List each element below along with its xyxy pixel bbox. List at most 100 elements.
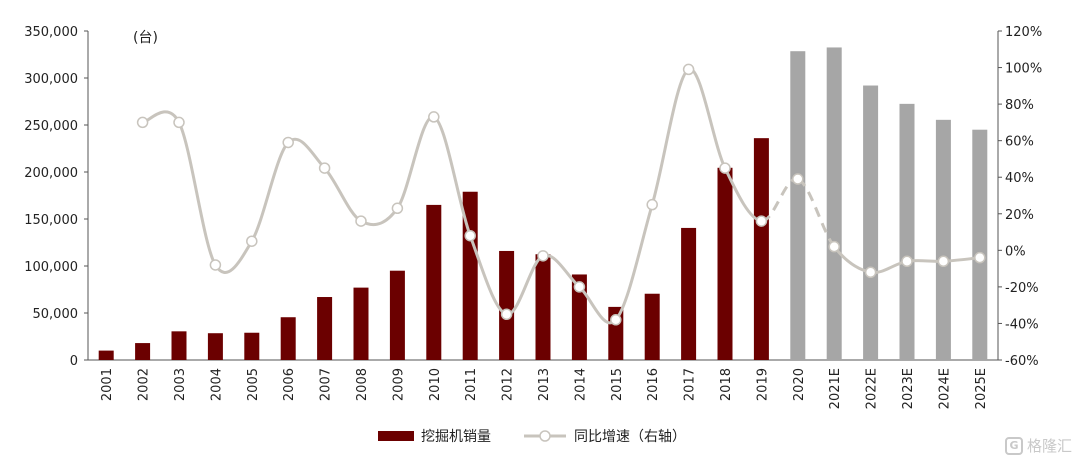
x-tick-label: 2018	[719, 368, 734, 401]
bar	[535, 254, 551, 360]
left-tick-label: 150,000	[24, 213, 78, 228]
line-point	[318, 162, 331, 174]
line-point	[500, 308, 513, 321]
x-tick-label: 2009	[391, 368, 406, 401]
x-tick-label: 2014	[573, 368, 588, 401]
line-segment	[214, 240, 254, 274]
bar	[426, 204, 442, 360]
legend: 挖掘机销量 同比增速（右轴）	[378, 429, 686, 445]
watermark: G 格隆汇	[1004, 435, 1072, 456]
line-segment	[432, 115, 472, 237]
line-point	[937, 255, 950, 268]
x-tick-label: 2021E	[828, 368, 843, 409]
line-point	[282, 136, 294, 149]
bar	[935, 119, 951, 360]
x-tick-label: 2004	[209, 368, 224, 401]
axis-labels: 0 50,000 100,000 150,000 200,000 250,000 300,0…	[24, 25, 1042, 409]
line-point	[901, 255, 913, 268]
bar	[317, 297, 333, 360]
legend-label-bar: 挖掘机销量	[421, 429, 491, 445]
x-tick-label: 2023E	[901, 368, 916, 409]
bar	[135, 343, 151, 360]
left-tick-label: 300,000	[24, 72, 78, 87]
line-point	[537, 250, 549, 262]
line-segment	[250, 141, 290, 242]
legend-label-line: 同比增速（右轴）	[574, 429, 686, 445]
x-tick-label: 2008	[355, 368, 370, 401]
line-point	[864, 266, 877, 279]
bar	[972, 129, 988, 360]
left-tick-label: 250,000	[24, 119, 78, 134]
right-tick-label: -20%	[1005, 281, 1039, 296]
right-tick-label: -40%	[1005, 317, 1039, 332]
line-point	[464, 229, 476, 242]
x-tick-label: 2025E	[974, 368, 989, 409]
right-tick-label: -60%	[1005, 354, 1039, 369]
bar	[644, 293, 660, 360]
line-point	[719, 162, 731, 174]
line-point	[428, 111, 440, 123]
bar	[899, 103, 915, 360]
x-tick-label: 2003	[173, 368, 188, 401]
line-point	[355, 215, 367, 227]
right-tick-label: 80%	[1005, 98, 1034, 113]
left-tick-label: 350,000	[24, 25, 78, 40]
x-tick-label: 2015	[610, 368, 625, 401]
right-tick-label: 60%	[1005, 135, 1034, 150]
bar	[790, 51, 806, 361]
x-tick-label: 2022E	[865, 368, 880, 409]
x-tick-label: 2010	[428, 368, 443, 401]
line-point	[755, 215, 768, 227]
line-point	[682, 63, 695, 76]
line-point	[974, 251, 986, 264]
bar	[389, 270, 405, 360]
watermark-text: 格隆汇	[1026, 437, 1072, 455]
left-tick-label: 100,000	[24, 260, 78, 275]
x-tick-label: 2005	[246, 368, 261, 401]
line-series	[136, 63, 986, 326]
line-point	[646, 198, 658, 211]
line-point	[391, 202, 404, 215]
x-tick-label: 2024E	[937, 368, 952, 409]
line-segment	[614, 204, 654, 321]
right-tick-label: 100%	[1005, 62, 1042, 77]
bar	[717, 167, 733, 360]
line-point	[136, 116, 149, 129]
x-tick-label: 2016	[646, 368, 661, 401]
bar	[171, 331, 187, 360]
left-tick-label: 200,000	[24, 166, 78, 181]
line-point	[828, 240, 840, 253]
bar	[826, 47, 842, 360]
bar	[280, 317, 296, 360]
line-segment	[323, 167, 362, 223]
bar	[244, 332, 260, 360]
line-segment	[177, 121, 217, 266]
right-tick-label: 0%	[1005, 244, 1026, 259]
x-tick-label: 2011	[464, 368, 479, 401]
legend-marker	[539, 430, 551, 442]
line-point	[573, 281, 586, 293]
line-segment	[687, 67, 727, 169]
line-point	[209, 259, 222, 271]
right-tick-label: 120%	[1005, 25, 1042, 40]
bar	[753, 138, 769, 360]
left-tick-label: 0	[70, 354, 78, 369]
line-segment	[650, 68, 690, 206]
unit-label: (台)	[133, 30, 158, 46]
line-point	[173, 116, 185, 129]
x-tick-label: 2013	[537, 368, 552, 401]
line-point	[246, 235, 258, 247]
x-tick-label: 2001	[100, 368, 115, 401]
x-tick-label: 2002	[137, 368, 152, 401]
bar-series	[98, 47, 988, 361]
x-tick-label: 2006	[282, 368, 297, 401]
x-tick-label: 2019	[755, 368, 770, 401]
bar	[681, 227, 697, 360]
right-tick-label: 40%	[1005, 171, 1034, 186]
line-segment	[396, 115, 435, 210]
left-tick-label: 50,000	[33, 307, 79, 322]
logo-icon: G	[1004, 436, 1023, 455]
bar	[499, 250, 515, 360]
line-point	[792, 173, 804, 185]
bar	[571, 274, 587, 360]
